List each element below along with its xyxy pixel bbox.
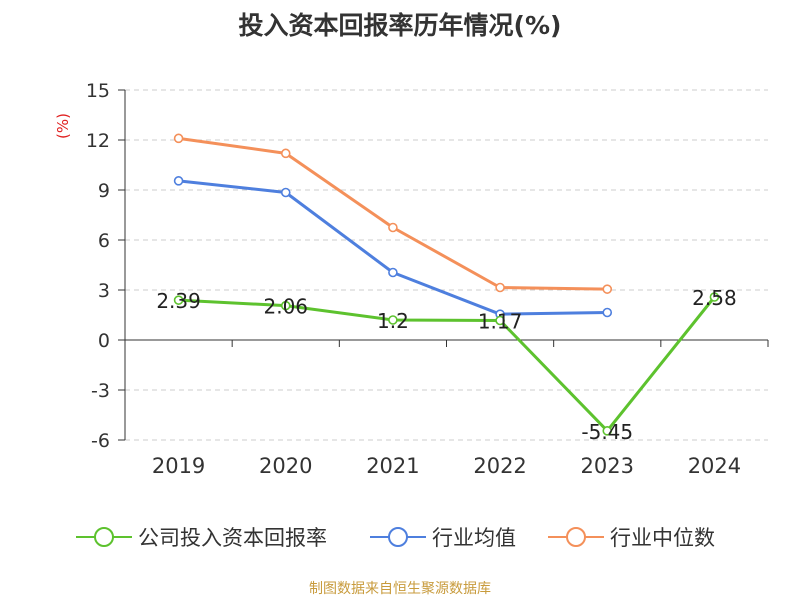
y-tick-label: 15 (86, 80, 110, 102)
y-tick-label: -3 (91, 380, 110, 402)
y-tick-label: 3 (98, 280, 110, 302)
series (173, 133, 720, 436)
x-tick-label: 2024 (688, 454, 741, 478)
series-line (178, 136, 608, 291)
data-point (173, 176, 184, 186)
data-label: 1.2 (377, 309, 409, 333)
data-point (602, 307, 613, 318)
data-point (602, 426, 613, 436)
chart-title: 投入资本回报率历年情况(%) (238, 11, 562, 40)
data-label: 2.06 (263, 295, 308, 319)
data-point (709, 292, 720, 302)
legend-marker (94, 527, 114, 547)
legend-label: 行业中位数 (610, 526, 715, 550)
data-point (388, 222, 398, 233)
data-point (280, 148, 291, 159)
legend: 公司投入资本回报率 行业均值 行业中位数 (76, 526, 715, 550)
data-point (173, 295, 184, 305)
x-tick-label: 2019 (152, 454, 205, 478)
x-tick-label: 2021 (366, 454, 419, 478)
y-tick-label: 9 (98, 180, 110, 202)
data-point (602, 284, 613, 294)
source-note: 制图数据来自恒生聚源数据库 (309, 581, 491, 597)
data-point (173, 133, 184, 144)
data-labels: 2.39 2.06 1.2 1.17 -5.45 2.58 (156, 286, 736, 444)
legend-item: 行业中位数 (548, 526, 715, 550)
y-tick-label: 12 (86, 130, 110, 152)
grid-lines (125, 89, 768, 441)
legend-marker (566, 527, 586, 547)
series-line (178, 296, 716, 433)
data-point (388, 315, 398, 325)
y-tick-label: -6 (91, 430, 110, 452)
data-point (495, 315, 505, 326)
data-point (280, 300, 291, 311)
data-point (280, 187, 291, 198)
x-tick-label: 2023 (581, 454, 634, 478)
legend-label: 行业均值 (432, 526, 516, 550)
y-tick-label: 6 (98, 230, 110, 252)
x-tick-label: 2020 (259, 454, 312, 478)
data-label: 2.39 (156, 289, 201, 313)
y-axis-label: (%) (54, 113, 72, 139)
data-label: -5.45 (581, 420, 633, 444)
data-point (388, 267, 398, 278)
data-label: 1.17 (478, 310, 523, 334)
data-point (495, 282, 505, 293)
axes: 15 12 9 6 3 0 -3 -6 2019 2020 2021 2022 2023 2024 (%) (54, 80, 769, 478)
y-tick-label: 0 (98, 330, 110, 352)
legend-marker (388, 527, 408, 547)
x-tick-label: 2022 (473, 454, 526, 478)
data-label: 2.58 (692, 286, 737, 310)
legend-item: 公司投入资本回报率 (76, 526, 327, 550)
legend-item: 行业均值 (370, 526, 516, 550)
series-line (178, 179, 608, 316)
legend-label: 公司投入资本回报率 (138, 526, 327, 550)
